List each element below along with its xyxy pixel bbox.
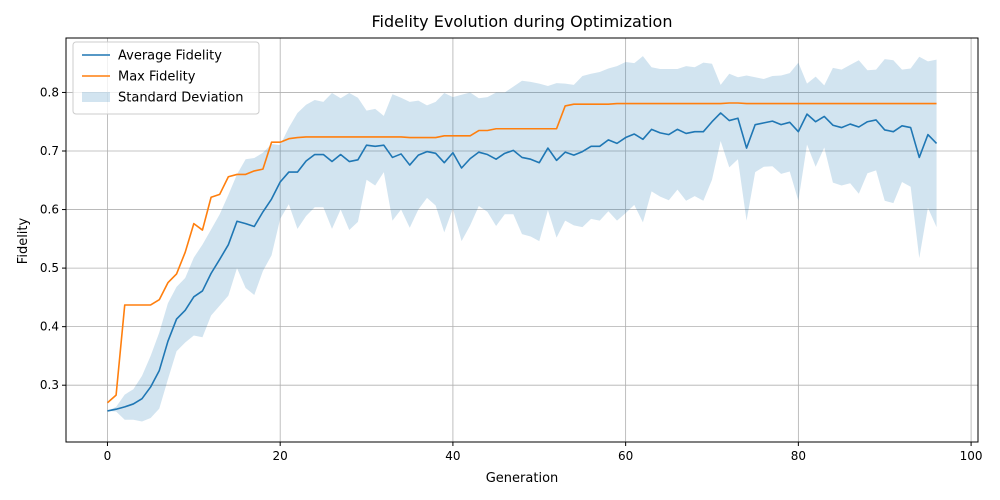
x-axis-label: Generation xyxy=(486,471,559,486)
y-tick-label: 0.8 xyxy=(40,85,59,99)
legend-item: Standard Deviation xyxy=(82,91,243,106)
x-tick-label: 20 xyxy=(273,449,288,463)
x-axis-ticks: 0 20 40 60 80 100 xyxy=(104,442,983,463)
chart-title: Fidelity Evolution during Optimization xyxy=(372,12,673,31)
legend: Average Fidelity Max Fidelity Standard Dev… xyxy=(72,41,260,115)
legend-box xyxy=(72,41,260,115)
std-band xyxy=(107,56,937,422)
x-tick-label: 80 xyxy=(791,449,806,463)
y-tick-label: 0.3 xyxy=(40,378,59,392)
legend-label: Max Fidelity xyxy=(118,70,196,85)
series-line-layer xyxy=(106,102,938,412)
legend-label: Standard Deviation xyxy=(118,91,243,106)
legend-item: Average Fidelity xyxy=(82,49,222,64)
y-tick-label: 0.7 xyxy=(40,144,59,158)
legend-item: Max Fidelity xyxy=(82,70,196,85)
x-tick-label: 60 xyxy=(618,449,633,463)
x-tick-label: 0 xyxy=(104,449,112,463)
legend-label: Average Fidelity xyxy=(118,49,222,64)
y-tick-label: 0.5 xyxy=(40,261,59,275)
y-axis-ticks: 0.3 0.4 0.5 0.6 0.7 0.8 xyxy=(40,85,66,392)
average-fidelity-line xyxy=(107,112,938,412)
x-tick-label: 40 xyxy=(445,449,460,463)
std-band-layer xyxy=(107,56,937,422)
max-fidelity-line xyxy=(106,102,937,404)
x-tick-label: 100 xyxy=(960,449,983,463)
y-tick-label: 0.4 xyxy=(40,320,59,334)
y-axis-label: Fidelity xyxy=(16,217,31,264)
y-tick-label: 0.6 xyxy=(40,203,59,217)
plot-frame xyxy=(65,37,979,443)
legend-patch-swatch xyxy=(82,92,110,102)
